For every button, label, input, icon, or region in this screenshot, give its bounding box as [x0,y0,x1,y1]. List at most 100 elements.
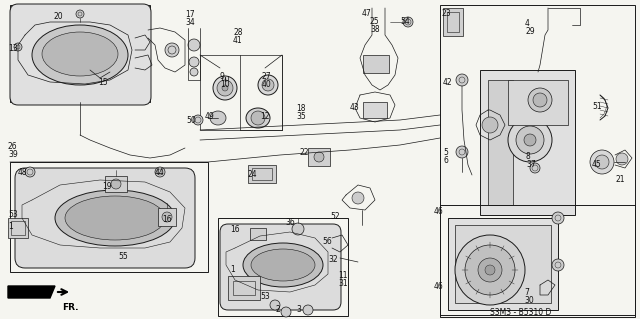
Bar [11,221,25,235]
Bar [363,102,387,118]
Text: 44: 44 [155,168,164,177]
Text: 1: 1 [230,265,235,274]
Bar [448,218,558,310]
Ellipse shape [251,111,265,125]
Ellipse shape [251,249,315,281]
Text: 30: 30 [524,296,534,305]
Circle shape [352,192,364,204]
Text: 22: 22 [300,148,310,157]
Bar [455,225,551,303]
Text: 9: 9 [220,72,225,81]
Text: 23: 23 [441,9,451,18]
Circle shape [193,115,203,125]
Text: 17: 17 [185,10,195,19]
Text: 15: 15 [98,78,108,87]
Circle shape [508,118,552,162]
Text: 7: 7 [524,288,529,297]
Text: 4: 4 [525,19,530,28]
Circle shape [162,212,172,222]
Circle shape [595,155,609,169]
Text: 56: 56 [322,237,332,246]
Bar [363,55,389,73]
FancyBboxPatch shape [10,4,151,105]
Text: 46: 46 [434,282,444,291]
Ellipse shape [210,111,226,125]
Bar [218,218,348,316]
Circle shape [403,17,413,27]
Text: 36: 36 [285,218,295,227]
Text: 18: 18 [296,104,305,113]
Text: 32: 32 [328,255,338,264]
Circle shape [456,146,468,158]
Bar [200,55,282,130]
Text: 11: 11 [338,271,348,280]
Text: 53: 53 [8,210,18,219]
Circle shape [455,235,525,305]
Text: 21: 21 [616,175,625,184]
Bar [228,276,260,300]
Bar [158,208,176,226]
Circle shape [314,152,324,162]
Ellipse shape [246,108,270,128]
Text: 8: 8 [526,152,531,161]
Circle shape [14,43,22,51]
Circle shape [533,93,547,107]
Bar [250,228,266,240]
Text: 35: 35 [296,112,306,121]
Text: 3: 3 [296,305,301,314]
Circle shape [482,117,498,133]
Bar [440,5,635,315]
Bar [308,148,330,166]
Circle shape [190,68,198,76]
Circle shape [524,134,536,146]
Circle shape [465,245,515,295]
Text: 24: 24 [248,170,258,179]
Circle shape [516,126,544,154]
Text: 10: 10 [220,80,230,89]
Circle shape [188,39,200,51]
Text: 37: 37 [526,160,536,169]
Circle shape [292,223,304,235]
Ellipse shape [213,76,237,100]
Bar [447,12,459,32]
Bar [508,80,568,125]
Text: 45: 45 [592,160,602,169]
Circle shape [155,167,165,177]
Ellipse shape [65,196,165,240]
Circle shape [222,85,228,91]
Text: 34: 34 [185,18,195,27]
Text: 20: 20 [54,12,63,21]
Ellipse shape [262,79,274,91]
Text: 43: 43 [350,103,360,112]
Text: 47: 47 [362,9,372,18]
Circle shape [552,212,564,224]
Circle shape [270,300,280,310]
Text: 19: 19 [102,182,111,191]
Text: 53: 53 [260,292,269,301]
Circle shape [456,74,468,86]
Circle shape [528,88,552,112]
Ellipse shape [217,80,233,96]
Circle shape [485,265,495,275]
Text: 52: 52 [330,212,340,221]
Text: 39: 39 [8,150,18,159]
Text: 50: 50 [186,116,196,125]
Circle shape [76,10,84,18]
Text: 48: 48 [18,168,28,177]
Circle shape [552,259,564,271]
Circle shape [478,258,502,282]
Text: 54: 54 [400,17,410,26]
Bar [10,5,150,102]
Text: 31: 31 [338,279,348,288]
Ellipse shape [243,243,323,287]
Circle shape [590,150,614,174]
Bar [248,165,276,183]
Circle shape [111,179,121,189]
Text: 41: 41 [233,36,243,45]
Text: 51: 51 [592,102,602,111]
Bar [10,162,208,272]
Text: 42: 42 [443,78,452,87]
Bar [233,281,255,295]
Bar [105,176,127,192]
Text: 26: 26 [8,142,18,151]
